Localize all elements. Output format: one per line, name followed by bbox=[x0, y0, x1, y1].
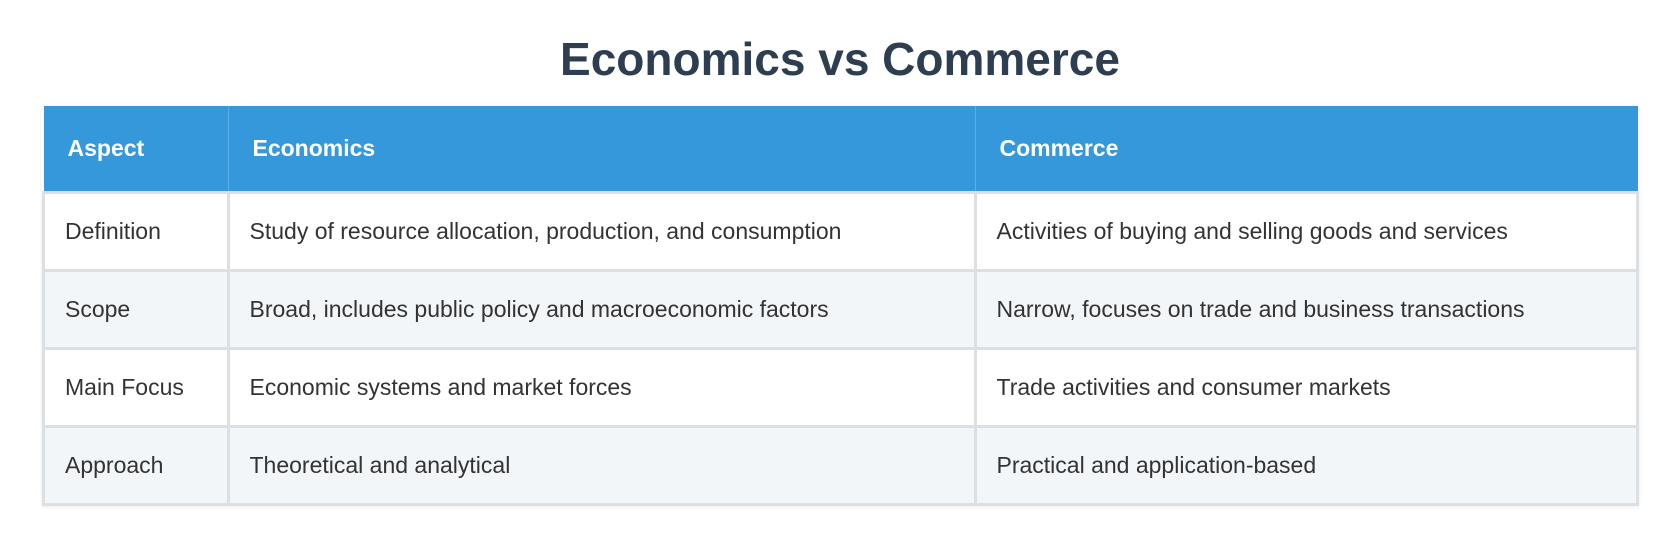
cell-economics: Study of resource allocation, production… bbox=[226, 191, 977, 272]
table-row: Main Focus Economic systems and market f… bbox=[42, 347, 1639, 428]
cell-economics: Broad, includes public policy and macroe… bbox=[226, 269, 977, 350]
cell-aspect: Approach bbox=[42, 425, 230, 506]
table-header-row: Aspect Economics Commerce bbox=[43, 106, 1638, 193]
table-row: Approach Theoretical and analytical Prac… bbox=[42, 425, 1639, 506]
page-title: Economics vs Commerce bbox=[560, 33, 1120, 85]
header-commerce: Commerce bbox=[975, 106, 1638, 193]
cell-commerce: Trade activities and consumer markets bbox=[973, 347, 1639, 428]
table-row: Scope Broad, includes public policy and … bbox=[42, 269, 1639, 350]
table-row: Definition Study of resource allocation,… bbox=[42, 191, 1639, 272]
header-economics: Economics bbox=[228, 106, 976, 193]
cell-commerce: Narrow, focuses on trade and business tr… bbox=[973, 269, 1639, 350]
cell-aspect: Scope bbox=[42, 269, 230, 350]
cell-commerce: Practical and application-based bbox=[973, 425, 1639, 506]
comparison-table: Aspect Economics Commerce Definition Stu… bbox=[42, 106, 1639, 506]
cell-economics: Economic systems and market forces bbox=[226, 347, 977, 428]
header-aspect: Aspect bbox=[43, 106, 229, 193]
cell-commerce: Activities of buying and selling goods a… bbox=[973, 191, 1639, 272]
cell-aspect: Main Focus bbox=[42, 347, 230, 428]
cell-economics: Theoretical and analytical bbox=[226, 425, 977, 506]
cell-aspect: Definition bbox=[42, 191, 230, 272]
